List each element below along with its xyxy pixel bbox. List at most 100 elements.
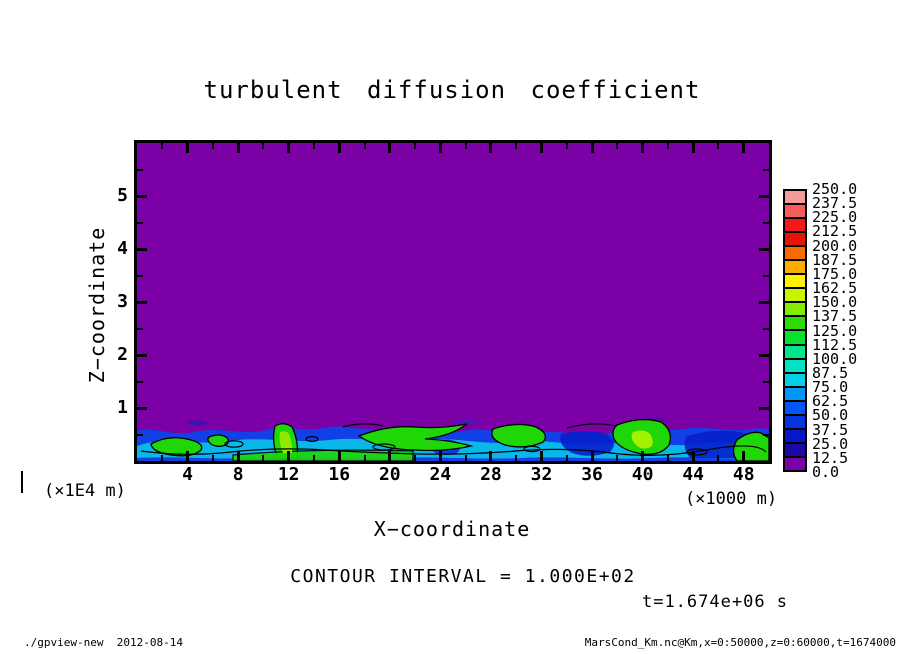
x-major-tick [236, 143, 240, 153]
colorbar-label: 12.5 [812, 448, 849, 467]
z-major-tick [759, 194, 769, 198]
x-tick-label: 16 [328, 464, 351, 485]
x-minor-tick [565, 143, 568, 149]
x-minor-tick [262, 455, 265, 461]
colorbar-cell [785, 457, 805, 470]
z-axis-unit: (×1E4 m) [44, 481, 126, 501]
z-tick-label: 5 [117, 185, 128, 206]
z-major-tick [759, 247, 769, 251]
colorbar-label: 37.5 [812, 420, 849, 439]
colorbar-cell [785, 359, 805, 374]
colorbar-label: 212.5 [812, 222, 858, 241]
z-major-tick [137, 353, 147, 357]
colorbar-label: 137.5 [812, 307, 858, 326]
z-tick-label: 4 [117, 238, 128, 259]
x-minor-tick [312, 143, 315, 149]
x-major-tick [388, 143, 392, 153]
frame-mark [21, 471, 23, 493]
x-minor-tick [211, 143, 214, 149]
x-minor-tick [565, 455, 568, 461]
z-major-tick [759, 300, 769, 304]
x-minor-tick [666, 143, 669, 149]
colorbar-cell [785, 233, 805, 248]
x-major-tick [438, 143, 442, 153]
x-major-tick [641, 143, 645, 153]
colorbar-cell [785, 303, 805, 318]
x-minor-tick [414, 143, 417, 149]
z-minor-tick [137, 380, 143, 383]
colorbar-label: 75.0 [812, 378, 849, 397]
colorbar-label: 200.0 [812, 236, 858, 255]
z-minor-tick [763, 380, 769, 383]
x-tick-label: 24 [429, 464, 452, 485]
chart-title: turbulent diffusion coefficient [203, 76, 701, 104]
colorbar-label: 25.0 [812, 434, 849, 453]
colorbar [783, 189, 807, 472]
x-tick-label: 8 [232, 464, 244, 485]
plot-area [134, 140, 772, 464]
turbulent-layer-graphic [137, 417, 769, 461]
colorbar-cell [785, 345, 805, 360]
x-major-tick [489, 451, 493, 461]
x-tick-label: 48 [732, 464, 755, 485]
z-minor-tick [763, 221, 769, 224]
x-major-tick [489, 143, 493, 153]
colorbar-label: 250.0 [812, 180, 858, 198]
x-tick-label: 40 [631, 464, 654, 485]
z-tick-label: 3 [117, 291, 128, 312]
z-tick-label: 1 [117, 397, 128, 418]
colorbar-label: 150.0 [812, 293, 858, 312]
z-minor-tick [137, 433, 143, 436]
colorbar-label: 0.0 [812, 463, 840, 481]
colorbar-cell [785, 275, 805, 290]
z-minor-tick [763, 327, 769, 330]
x-minor-tick [717, 455, 720, 461]
x-major-tick [742, 451, 746, 461]
z-minor-tick [137, 221, 143, 224]
x-minor-tick [717, 143, 720, 149]
z-major-tick [137, 194, 147, 198]
x-tick-label: 36 [581, 464, 603, 485]
colorbar-cell [785, 387, 805, 402]
x-major-tick [337, 143, 341, 153]
footer-dataset-info: MarsCond_Km.nc@Km,x=0:50000,z=0:60000,t=… [584, 636, 896, 649]
x-major-tick [539, 143, 543, 153]
x-minor-tick [515, 143, 518, 149]
z-minor-tick [137, 168, 143, 171]
z-minor-tick [763, 433, 769, 436]
colorbar-cell [785, 429, 805, 444]
x-major-tick [691, 451, 695, 461]
colorbar-cell [785, 261, 805, 276]
footer-command-date: ./gpview-new 2012-08-14 [24, 636, 183, 649]
colorbar-cell [785, 331, 805, 346]
z-minor-tick [137, 327, 143, 330]
z-major-tick [137, 247, 147, 251]
time-annotation: t=1.674e+06 s [641, 592, 789, 612]
colorbar-label: 50.0 [812, 406, 849, 425]
x-minor-tick [616, 455, 619, 461]
colorbar-label: 125.0 [812, 321, 858, 340]
colorbar-cell [785, 415, 805, 430]
x-tick-label: 20 [378, 464, 401, 485]
x-major-tick [287, 451, 291, 461]
z-tick-label: 2 [117, 344, 128, 365]
colorbar-label: 187.5 [812, 250, 858, 269]
x-tick-label: 44 [682, 464, 704, 485]
colorbar-cell [785, 205, 805, 220]
z-major-tick [137, 406, 147, 410]
colorbar-cell [785, 289, 805, 304]
x-minor-tick [363, 455, 366, 461]
x-minor-tick [211, 455, 214, 461]
x-axis-title: X−coordinate [373, 517, 531, 541]
z-major-tick [759, 406, 769, 410]
colorbar-cell [785, 317, 805, 332]
x-major-tick [186, 143, 190, 153]
x-minor-tick [262, 143, 265, 149]
colorbar-label: 100.0 [812, 349, 858, 368]
colorbar-label: 162.5 [812, 279, 858, 298]
contour-interval-note: CONTOUR INTERVAL = 1.000E+02 [290, 566, 636, 587]
x-major-tick [388, 451, 392, 461]
x-minor-tick [363, 143, 366, 149]
x-tick-label: 28 [480, 464, 502, 485]
